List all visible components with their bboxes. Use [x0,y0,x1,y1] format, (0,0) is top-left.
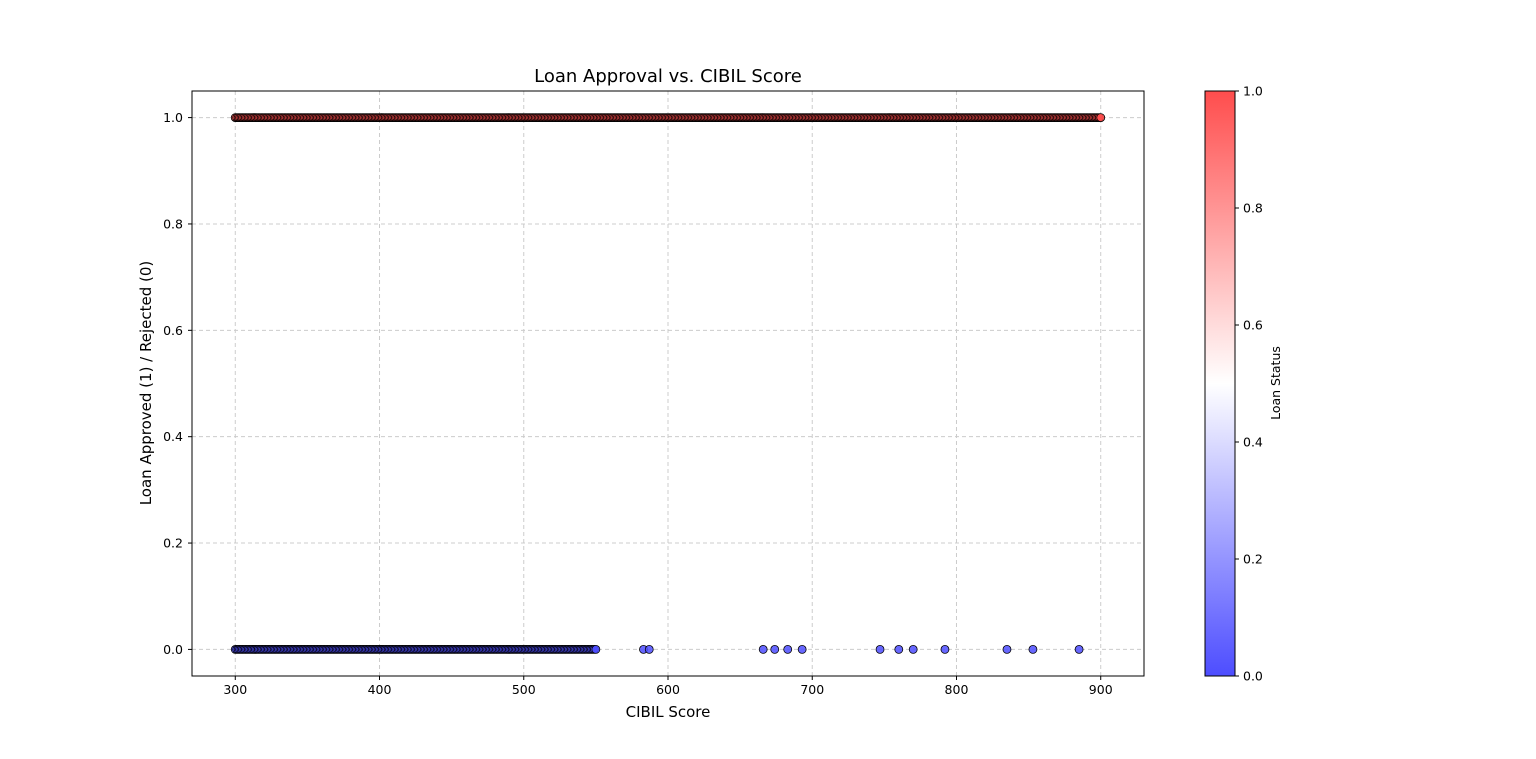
x-axis-label: CIBIL Score [626,703,711,721]
y-tick-label: 0.0 [163,642,183,657]
colorbar-gradient [1204,90,1236,677]
colorbar-tick-label: 0.4 [1243,435,1263,450]
colorbar-tick-label: 0.2 [1243,552,1263,567]
y-tick-label: 0.8 [163,216,183,231]
y-axis-label: Loan Approved (1) / Rejected (0) [137,261,155,506]
y-tick-label: 0.4 [163,429,183,444]
rejected-point [1002,645,1012,654]
colorbar-ticks: 0.0 0.2 0.4 0.6 0.8 1.0 [1235,84,1263,684]
approved-point [1096,113,1106,122]
rejected-point [1028,645,1038,654]
rejected-point [758,645,768,654]
x-tick-label: 400 [368,682,392,697]
y-axis-ticks: 0.0 0.2 0.4 0.6 0.8 1.0 [163,110,192,657]
y-tick-label: 0.2 [163,536,183,551]
x-tick-label: 800 [945,682,969,697]
colorbar-tick-label: 0.0 [1243,669,1263,684]
rejected-point [770,645,780,654]
rejected-point [1074,645,1084,654]
colorbar-tick-label: 0.6 [1243,318,1263,333]
chart-title: Loan Approval vs. CIBIL Score [534,66,802,87]
x-tick-label: 700 [800,682,824,697]
rejected-point [940,645,950,654]
colorbar-tick-label: 1.0 [1243,84,1263,99]
rejected-point [644,645,654,654]
x-tick-label: 500 [512,682,536,697]
rejected-point [797,645,807,654]
rejected-point [591,645,601,654]
colorbar-tick-label: 0.8 [1243,201,1263,216]
x-tick-label: 900 [1089,682,1113,697]
rejected-point [875,645,885,654]
rejected-point [783,645,793,654]
rejected-point [894,645,904,654]
x-tick-label: 300 [223,682,247,697]
y-tick-label: 0.6 [163,323,183,338]
colorbar-label: Loan Status [1268,346,1283,420]
y-tick-label: 1.0 [163,110,183,125]
x-axis-ticks: 300 400 500 600 700 800 900 [223,676,1113,697]
rejected-point [908,645,918,654]
x-tick-label: 600 [656,682,680,697]
data-points [230,113,1106,654]
grid-lines [192,91,1144,676]
colorbar: 0.0 0.2 0.4 0.6 0.8 1.0 Loan Status [1204,84,1283,684]
